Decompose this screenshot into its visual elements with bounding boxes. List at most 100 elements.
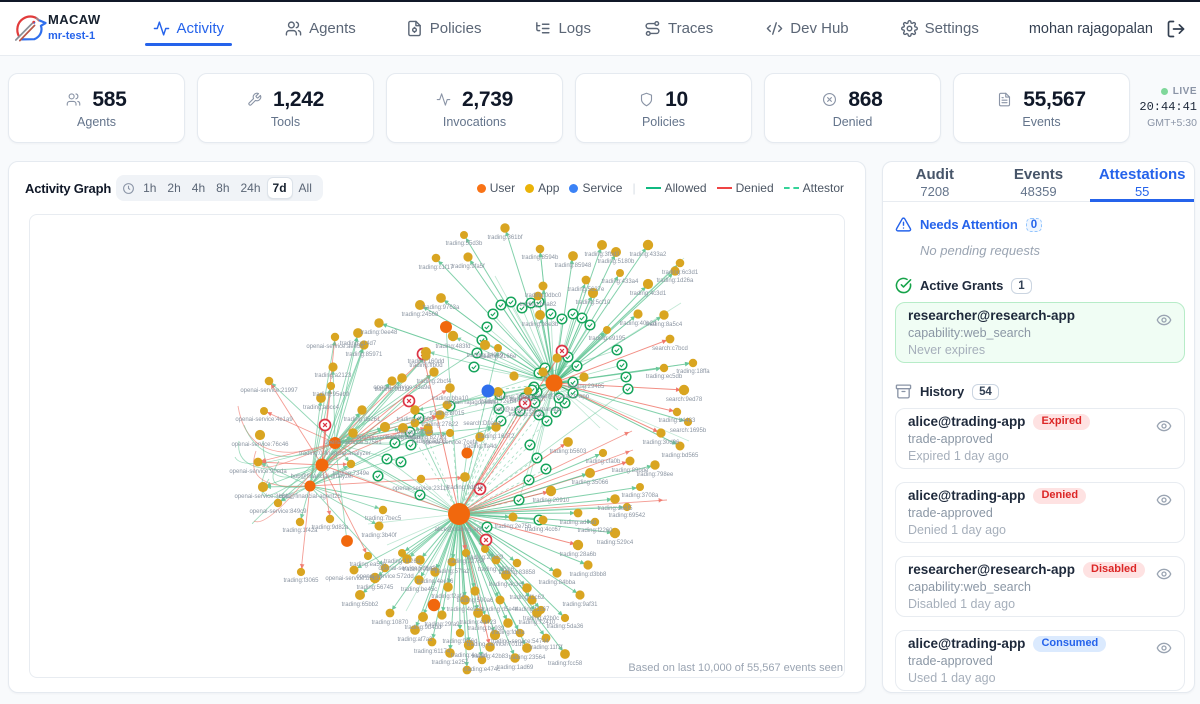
svg-text:trading:24568: trading:24568 [402,312,439,318]
svg-text:openai-service:b5e27: openai-service:b5e27 [325,576,383,582]
svg-text:trading:69542: trading:69542 [609,513,646,519]
svg-text:trading:28a6b: trading:28a6b [560,552,597,558]
svg-text:trading:5637e: trading:5637e [568,287,605,293]
svg-text:trading:b8e3b: trading:b8e3b [522,322,559,328]
svg-text:trading:14949: trading:14949 [467,353,504,359]
svg-text:trading:9af31: trading:9af31 [562,602,598,608]
svg-text:trading:85971: trading:85971 [346,352,383,358]
svg-text:trading:83858: trading:83858 [499,570,536,576]
svg-text:trading:22764: trading:22764 [448,559,485,565]
svg-text:trading:b4483: trading:b4483 [659,418,696,424]
svg-text:trading:35066: trading:35066 [572,480,609,486]
svg-text:trading:f3065: trading:f3065 [283,578,319,584]
svg-text:trading:61174: trading:61174 [414,649,451,655]
svg-text:trading:a2123: trading:a2123 [315,373,352,379]
svg-text:trading:500a6: trading:500a6 [457,598,494,604]
svg-text:trading:f2260: trading:f2260 [577,528,613,534]
svg-text:trading:2bcf4: trading:2bcf4 [417,379,452,385]
svg-text:trading:4b008: trading:4b008 [397,417,434,423]
svg-text:trading:c14d7: trading:c14d7 [340,341,377,347]
svg-text:trading:d5e44: trading:d5e44 [482,607,519,613]
svg-text:trading:4c3cf: trading:4c3cf [489,582,524,588]
svg-text:trading:0ee48: trading:0ee48 [361,330,398,336]
svg-text:trading:3b40f: trading:3b40f [361,533,396,539]
svg-text:trading:cfa0b: trading:cfa0b [586,459,621,465]
svg-text:trading:d3bb8: trading:d3bb8 [570,572,607,578]
svg-text:trading:7349e: trading:7349e [333,471,370,477]
svg-text:trading:af7a3: trading:af7a3 [397,637,433,643]
svg-text:trading:55d3b: trading:55d3b [446,241,483,247]
svg-text:trading:361bf: trading:361bf [487,235,522,241]
svg-text:openai-service:90eda: openai-service:90eda [229,469,287,475]
svg-text:openai-service:3c6a1: openai-service:3c6a1 [234,494,292,500]
svg-text:trading:fcc58: trading:fcc58 [548,661,583,667]
svg-text:trading:de6f5: trading:de6f5 [597,506,633,512]
svg-text:researcher@research-app: researcher@research-app [519,394,590,400]
svg-text:trading:f1c62: trading:f1c62 [510,595,545,601]
svg-text:trading:798ee: trading:798ee [637,472,674,478]
svg-text:trading:3708a: trading:3708a [622,493,659,499]
svg-text:bob@financial-agent2b: bob@financial-agent2b [279,494,341,500]
svg-text:trading:10870: trading:10870 [372,620,409,626]
svg-text:openai-service:7cefa: openai-service:7cefa [422,440,478,446]
svg-text:trading:72410: trading:72410 [519,620,556,626]
svg-text:trading:84bba: trading:84bba [539,580,576,586]
svg-text:openai-service:849c9: openai-service:849c9 [249,509,307,515]
svg-text:trading:be45c: trading:be45c [401,587,437,593]
svg-text:trading:bd565: trading:bd565 [662,453,699,459]
svg-text:trading:8a5c4: trading:8a5c4 [646,322,683,328]
svg-text:trading:56745: trading:56745 [357,585,394,591]
svg-text:openai-service:4e1a9: openai-service:4e1a9 [235,417,293,423]
svg-text:trading:33f7b: trading:33f7b [508,412,544,418]
svg-text:trading:01f58: trading:01f58 [402,567,438,573]
svg-text:openai-service:43a9e: openai-service:43a9e [373,385,431,391]
svg-text:trading:799c6: trading:799c6 [478,567,515,573]
svg-text:trading:95eb9: trading:95eb9 [313,392,350,398]
svg-text:trading:27822: trading:27822 [422,422,459,428]
svg-text:trading:9763a: trading:9763a [423,305,460,311]
svg-text:trading:c05a4: trading:c05a4 [397,430,434,436]
svg-text:bob@attestation-manager: bob@attestation-manager [494,407,563,413]
svg-text:trading:5180b: trading:5180b [598,259,635,265]
svg-text:trading:29fa9: trading:29fa9 [424,622,460,628]
svg-text:trading:42b0c: trading:42b0c [523,616,559,622]
svg-text:trading:1d26a: trading:1d26a [657,278,694,284]
svg-text:trading:1e257: trading:1e257 [432,660,469,666]
svg-text:trading:b5603: trading:b5603 [550,449,587,455]
svg-text:trading:72eb4: trading:72eb4 [480,399,517,405]
svg-text:trading:abcc4: trading:abcc4 [303,405,340,411]
svg-text:search:1695b: search:1695b [670,428,707,434]
svg-text:trading:85948: trading:85948 [555,263,592,269]
svg-text:trading:ec5db: trading:ec5db [646,374,683,380]
svg-text:trading:82789: trading:82789 [410,435,447,441]
svg-text:trading:40b2d: trading:40b2d [620,321,657,327]
svg-text:trading:9fa5f: trading:9fa5f [451,264,485,270]
svg-text:trading:e474c: trading:e474c [464,667,500,673]
svg-text:trading:483fd: trading:483fd [435,344,470,350]
svg-text:trading:ea53b: trading:ea53b [350,562,387,568]
svg-text:openai-service:5d6a3: openai-service:5d6a3 [378,566,436,572]
svg-text:trading:0dbc0: trading:0dbc0 [525,293,562,299]
svg-text:trading:9b4dd: trading:9b4dd [405,625,442,631]
svg-text:trading:ffa4d: trading:ffa4d [463,444,496,450]
svg-text:trading:1126a: trading:1126a [384,559,421,565]
svg-text:trading:20910: trading:20910 [533,498,570,504]
svg-text:trading:65bb2: trading:65bb2 [342,602,379,608]
svg-text:trading:1f42a: trading:1f42a [282,528,318,534]
svg-text:trading:d5261: trading:d5261 [344,417,381,423]
svg-text:trading:4acdd: trading:4acdd [451,653,487,659]
svg-text:trading:4ee76: trading:4ee76 [417,579,454,585]
svg-text:trading:d17d7: trading:d17d7 [510,397,547,403]
svg-text:trading-service:54744: trading-service:54744 [491,639,549,645]
svg-text:openai-service:23115: openai-service:23115 [393,486,451,492]
svg-text:trading:3fbd3: trading:3fbd3 [584,252,620,258]
svg-text:openai-service:57561: openai-service:57561 [324,440,382,446]
svg-text:trading:73f3b: trading:73f3b [495,395,531,401]
svg-text:trading:1ad69: trading:1ad69 [497,665,534,671]
svg-text:openai-service:2813c: openai-service:2813c [356,435,413,441]
svg-text:trading:4a423: trading:4a423 [460,620,497,626]
svg-text:mohan rajagopalan: mohan rajagopalan [444,400,495,406]
svg-text:openai-service:21997: openai-service:21997 [240,388,298,394]
svg-text:trading:89bde: trading:89bde [612,468,649,474]
svg-text:trading:18ffa: trading:18ffa [676,369,710,375]
